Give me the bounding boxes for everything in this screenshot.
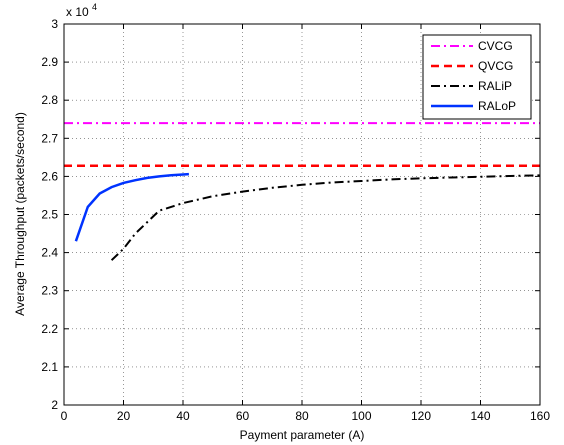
x-tick-label: 100	[351, 409, 371, 423]
x-tick-label: 80	[295, 409, 309, 423]
y-tick-label: 2	[51, 398, 58, 412]
y-tick-label: 2.5	[41, 208, 58, 222]
ticks: 0 20 40 60 80 100 120 140 160 2 2.1 2.2 2.3 2.4 2.5 2.6…	[41, 17, 550, 423]
y-tick-label: 2.3	[41, 284, 58, 298]
x-tick-label: 160	[530, 409, 550, 423]
legend-label-ralop: RALoP	[478, 99, 516, 113]
series-line-ralop	[74, 172, 189, 242]
x-tick-label: 140	[470, 409, 490, 423]
y-tick-label: 2.9	[41, 55, 58, 69]
y-tick-label: 2.7	[41, 131, 58, 145]
y-axis-label: Average Throughput (packets/second)	[13, 112, 27, 316]
x-tick-label: 40	[176, 409, 190, 423]
x-axis-label: Payment parameter (A)	[240, 428, 365, 442]
series-line-ralip	[110, 174, 541, 261]
x-tick-label: 0	[61, 409, 68, 423]
y-tick-label: 2.8	[41, 93, 58, 107]
x-tick-label: 20	[117, 409, 131, 423]
y-tick-label: 2.1	[41, 360, 58, 374]
legend: CVCG QVCG RALiP RALoP	[422, 34, 532, 120]
legend-label-qvcg: QVCG	[478, 59, 513, 73]
y-tick-label: 3	[51, 17, 58, 31]
y-multiplier-base: x 10	[66, 5, 89, 19]
y-multiplier: x 10 4	[66, 2, 97, 19]
y-multiplier-exponent: 4	[92, 2, 97, 12]
y-tick-label: 2.4	[41, 246, 58, 260]
series-lines	[64, 122, 541, 261]
y-tick-label: 2.2	[41, 322, 58, 336]
legend-label-ralip: RALiP	[478, 79, 512, 93]
y-tick-label: 2.6	[41, 169, 58, 183]
x-tick-label: 120	[411, 409, 431, 423]
legend-label-cvcg: CVCG	[478, 39, 513, 53]
x-tick-label: 60	[236, 409, 250, 423]
